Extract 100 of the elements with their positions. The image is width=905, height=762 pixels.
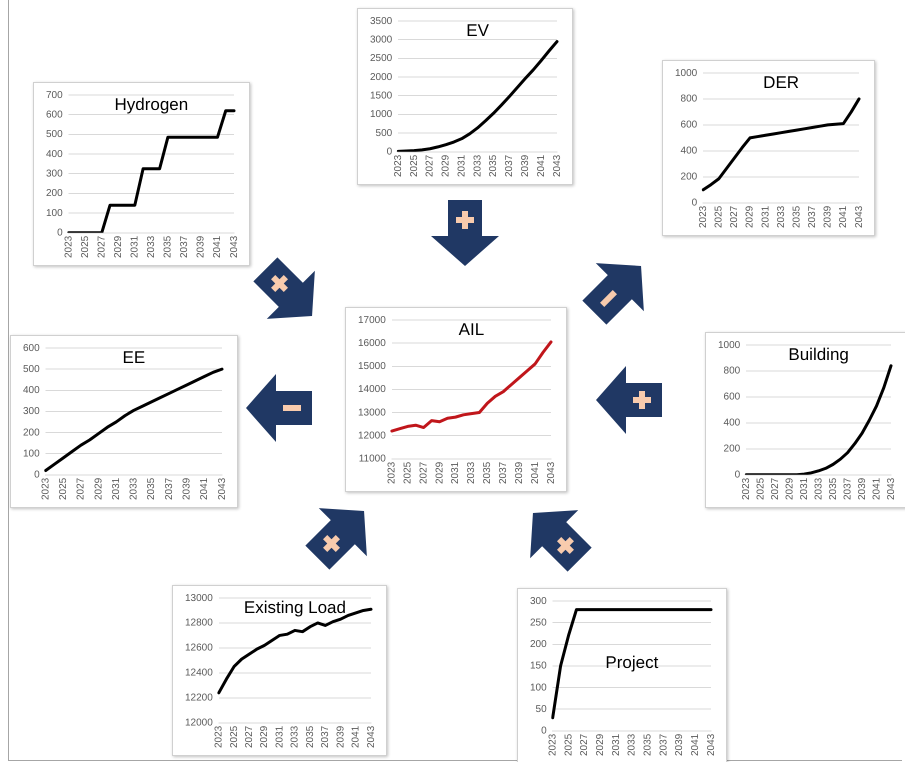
x-tick-label: 2033 [128, 477, 140, 500]
chart-title: DER [763, 73, 800, 92]
x-tick-label: 2025 [755, 477, 766, 500]
chart-title: EV [466, 21, 490, 40]
y-tick-label: 200 [46, 188, 64, 200]
x-tick-label: 2041 [199, 477, 210, 500]
x-tick-label: 2041 [690, 733, 701, 756]
text: Project [605, 653, 659, 672]
x-tick-label: 2031 [610, 733, 622, 756]
y-tick-label: 12200 [184, 692, 214, 704]
x-tick-label: 2043 [552, 154, 563, 178]
x-tick-label: 2041 [871, 477, 882, 500]
x-tick-label: 2027 [770, 477, 781, 500]
y-tick-label: 100 [22, 448, 40, 460]
y-tick-label: 3000 [370, 34, 393, 46]
x-tick-label: 2023 [392, 154, 404, 178]
x-tick-label: 2033 [290, 725, 301, 748]
x-tick-label: 2029 [744, 205, 756, 228]
y-tick-label: 15000 [358, 361, 386, 372]
y-tick-label: 200 [680, 172, 698, 183]
y-tick-label: 1500 [370, 90, 393, 102]
x-tick-label: 2033 [466, 461, 478, 484]
x-tick-label: 2035 [146, 477, 158, 500]
x-tick-label: 2031 [450, 461, 462, 484]
y-tick-label: 12400 [184, 668, 214, 679]
x-tick-label: 2031 [798, 477, 810, 500]
x-tick-label: 2031 [110, 477, 122, 500]
y-tick-label: 0 [34, 470, 40, 481]
x-tick-label: 2037 [658, 733, 670, 756]
x-tick-label: 2029 [594, 733, 606, 756]
x-tick-label: 2037 [807, 205, 818, 228]
y-tick-label: 200 [724, 444, 741, 455]
y-tick-label: 800 [724, 366, 741, 377]
y-tick-label: 50 [536, 704, 548, 715]
x-tick-label: 2033 [626, 733, 638, 756]
x-tick-label: 2035 [304, 725, 316, 748]
y-tick-label: 0 [734, 470, 741, 481]
x-tick-label: 2039 [856, 477, 868, 500]
x-tick-label: 2041 [536, 154, 547, 178]
y-tick-label: 400 [724, 418, 741, 429]
y-tick-label: 14000 [358, 384, 386, 396]
x-tick-label: 2039 [822, 205, 834, 228]
y-tick-label: 400 [46, 148, 64, 160]
chart-title: EE [122, 348, 146, 368]
x-tick-label: 2027 [96, 235, 108, 258]
x-tick-label: 2037 [164, 477, 175, 500]
y-tick-label: 250 [530, 617, 548, 628]
x-tick-label: 2027 [418, 461, 430, 484]
chart-title: AIL [458, 320, 484, 340]
y-tick-label: 600 [22, 342, 40, 354]
y-tick-label: 1000 [718, 340, 741, 351]
x-tick-label: 2035 [828, 477, 839, 500]
y-tick-label: 13000 [184, 592, 214, 604]
y-tick-label: 2000 [370, 72, 393, 83]
x-tick-label: 2025 [80, 235, 91, 258]
y-tick-label: 200 [22, 427, 40, 438]
y-tick-label: 500 [46, 129, 64, 140]
x-tick-label: 2029 [784, 477, 796, 500]
y-tick-label: 16000 [358, 338, 386, 349]
x-tick-label: 2025 [563, 733, 574, 756]
x-tick-label: 2039 [514, 461, 525, 484]
x-tick-label: 2037 [320, 725, 332, 748]
x-tick-label: 2043 [366, 725, 377, 748]
x-tick-label: 2039 [335, 725, 346, 748]
y-tick-label: 600 [46, 109, 64, 120]
y-tick-label: 17000 [358, 314, 386, 326]
x-tick-label: 2029 [434, 461, 446, 484]
x-tick-label: 2041 [212, 235, 224, 258]
y-tick-label: 200 [530, 639, 548, 650]
y-tick-label: 11000 [358, 454, 386, 465]
x-tick-label: 2027 [729, 205, 740, 228]
x-tick-label: 2023 [40, 477, 52, 500]
x-tick-label: 2029 [440, 154, 452, 178]
y-tick-label: 1000 [674, 68, 698, 79]
chart-title: Existing Load [244, 598, 346, 618]
x-tick-label: 2033 [813, 477, 824, 500]
x-tick-label: 2033 [146, 235, 158, 258]
x-tick-label: 2035 [482, 461, 494, 484]
x-tick-label: 2023 [63, 235, 74, 258]
chart-title: Building [788, 345, 849, 364]
y-tick-label: 1000 [370, 109, 393, 120]
y-tick-label: 12000 [184, 718, 214, 729]
y-tick-label: 150 [530, 660, 548, 672]
x-tick-label: 2023 [547, 733, 558, 756]
x-tick-label: 2027 [244, 725, 255, 748]
x-tick-label: 2035 [162, 235, 174, 258]
x-tick-label: 2035 [791, 205, 802, 228]
y-tick-label: 3500 [370, 16, 393, 27]
x-tick-label: 2025 [228, 725, 240, 748]
x-tick-label: 2039 [520, 154, 531, 178]
x-tick-label: 2023 [740, 477, 752, 500]
x-tick-label: 2035 [488, 154, 500, 178]
y-tick-label: 2500 [370, 53, 393, 64]
x-tick-label: 2023 [698, 205, 709, 228]
x-tick-label: 2043 [706, 733, 717, 756]
y-tick-label: 600 [724, 392, 741, 403]
y-tick-label: 0 [57, 228, 64, 239]
y-tick-label: 12600 [184, 642, 214, 654]
y-tick-label: 0 [692, 198, 698, 209]
x-tick-label: 2037 [504, 154, 516, 178]
